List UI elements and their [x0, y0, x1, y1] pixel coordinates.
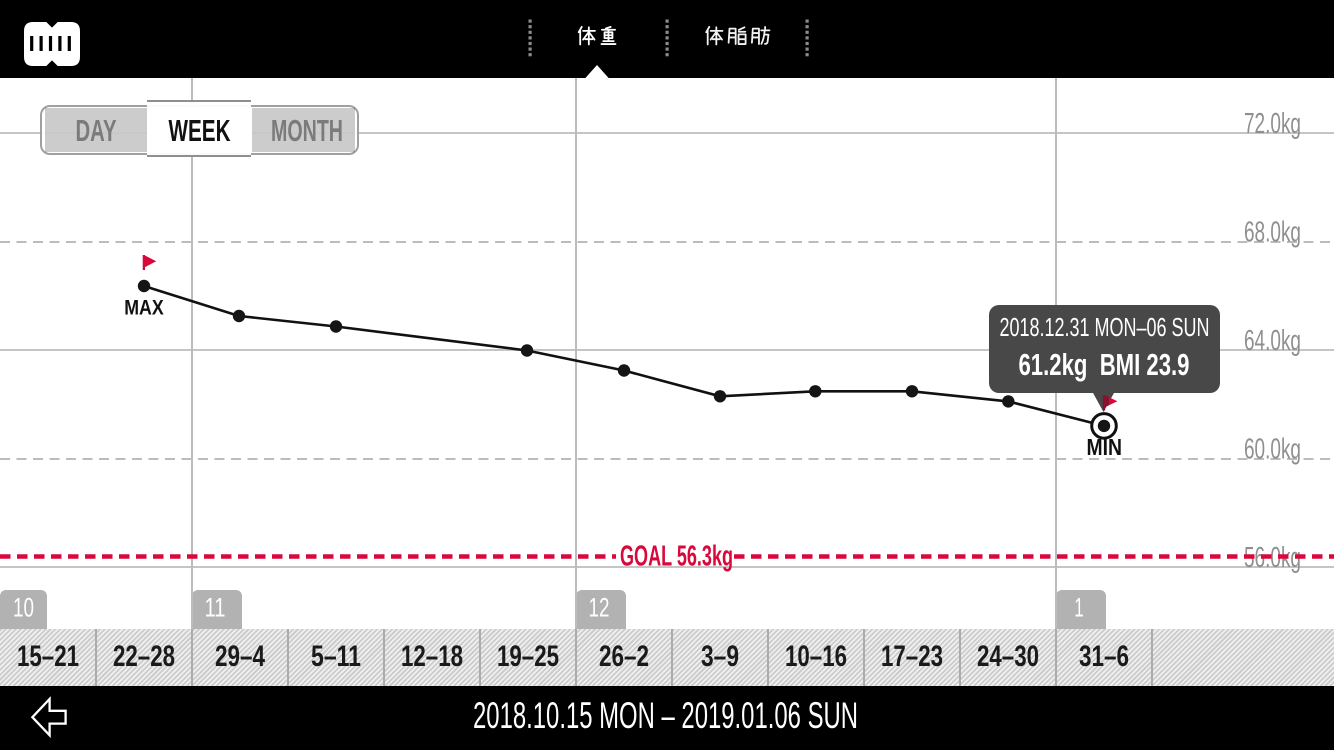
- svg-text:1: 1: [1074, 593, 1084, 623]
- svg-text:61.2kg BMI 23.9: 61.2kg BMI 23.9: [1019, 347, 1190, 382]
- svg-text:29–4: 29–4: [215, 640, 265, 673]
- svg-text:12–18: 12–18: [401, 640, 463, 673]
- svg-text:5–11: 5–11: [311, 640, 361, 673]
- svg-text:64.0kg: 64.0kg: [1244, 325, 1301, 357]
- svg-text:11: 11: [205, 593, 226, 623]
- svg-text:GOAL 56.3kg: GOAL 56.3kg: [620, 541, 733, 573]
- svg-text:15–21: 15–21: [17, 640, 79, 673]
- svg-text:31–6: 31–6: [1079, 640, 1129, 673]
- svg-text:10: 10: [13, 593, 34, 623]
- svg-text:60.0kg: 60.0kg: [1244, 434, 1301, 466]
- svg-text:WEEK: WEEK: [169, 113, 231, 148]
- svg-text:MIN: MIN: [1087, 434, 1123, 460]
- svg-text:19–25: 19–25: [497, 640, 559, 673]
- svg-text:72.0kg: 72.0kg: [1244, 108, 1301, 140]
- svg-text:68.0kg: 68.0kg: [1244, 217, 1301, 249]
- svg-text:MONTH: MONTH: [271, 113, 343, 148]
- svg-text:10–16: 10–16: [785, 640, 847, 673]
- svg-text:DAY: DAY: [76, 113, 117, 148]
- svg-text:2018.12.31 MON–06 SUN: 2018.12.31 MON–06 SUN: [1000, 314, 1210, 342]
- svg-text:22–28: 22–28: [113, 640, 175, 673]
- svg-text:MAX: MAX: [124, 297, 164, 320]
- svg-text:3–9: 3–9: [701, 640, 739, 673]
- svg-text:17–23: 17–23: [881, 640, 943, 673]
- svg-text:24–30: 24–30: [977, 640, 1039, 673]
- svg-text:2018.10.15 MON – 2019.01.06 SU: 2018.10.15 MON – 2019.01.06 SUN: [473, 694, 858, 736]
- svg-text:12: 12: [589, 593, 610, 623]
- svg-text:26–2: 26–2: [599, 640, 649, 673]
